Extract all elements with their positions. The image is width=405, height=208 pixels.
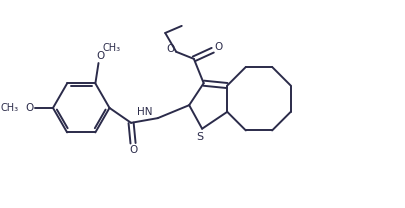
Text: O: O (129, 145, 138, 155)
Text: O: O (215, 42, 223, 52)
Text: HN: HN (137, 107, 153, 117)
Text: S: S (196, 132, 204, 142)
Text: CH₃: CH₃ (1, 103, 19, 113)
Text: CH₃: CH₃ (102, 43, 121, 53)
Text: O: O (96, 51, 104, 61)
Text: O: O (166, 44, 175, 54)
Text: O: O (25, 103, 33, 113)
